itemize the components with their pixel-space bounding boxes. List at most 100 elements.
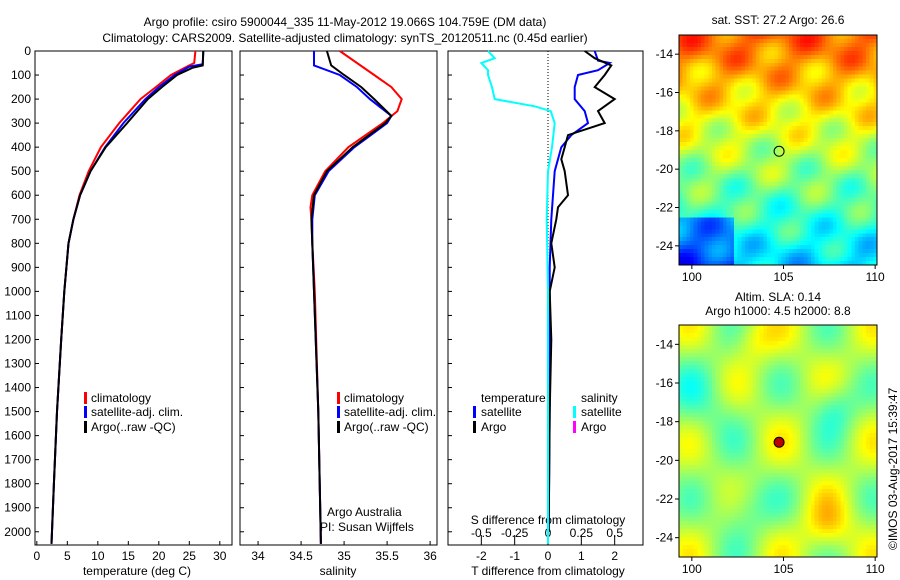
- s-x-tick-label: 0.25: [570, 526, 594, 540]
- y-tick-label: 1900: [4, 501, 31, 515]
- map-y-tick-label: -20: [656, 162, 674, 176]
- y-tick-label: 200: [11, 92, 31, 106]
- series-line-argo-raw-qc-: [50, 50, 205, 544]
- x-tick-label: 0: [33, 549, 40, 563]
- x-tick-label: -1: [509, 549, 520, 563]
- legend-swatch-t-satellite: [473, 406, 476, 418]
- map-x-tick-label: 110: [866, 562, 885, 576]
- legend-climatology: climatology: [91, 391, 151, 405]
- legend-swatch-s-satellite: [573, 406, 576, 418]
- panel-frame-differences: [447, 50, 644, 546]
- x-tick-label: 35.5: [375, 549, 399, 563]
- y-tick-label: 600: [11, 188, 31, 202]
- sst-map-image: [679, 35, 877, 265]
- s-x-tick-label: -0.25: [501, 526, 529, 540]
- y-tick-label: 1600: [4, 429, 31, 443]
- legend-swatch-argo: [84, 421, 87, 433]
- panel-frame-salinity: [239, 50, 438, 546]
- y-tick-label: 0: [24, 44, 31, 58]
- map-y-tick-label: -22: [656, 492, 674, 506]
- legend-argo: Argo(..raw -QC): [91, 420, 176, 434]
- sst-map-title: sat. SST: 27.2 Argo: 26.6: [712, 13, 845, 27]
- annotation-argo-australia: Argo Australia: [327, 505, 402, 519]
- y-tick-label: 500: [11, 164, 31, 178]
- argo-float-marker: [773, 145, 785, 157]
- x-tick-label: 20: [152, 549, 166, 563]
- legend-swatch-t-argo: [473, 421, 476, 433]
- sla-map-subtitle: Argo h1000: 4.5 h2000: 8.8: [705, 304, 851, 318]
- legend-climatology: climatology: [344, 391, 404, 405]
- y-tick-label: 1500: [4, 405, 31, 419]
- map-x-tick-label: 110: [866, 270, 885, 284]
- y-tick-label: 1300: [4, 357, 31, 371]
- legend-s-satellite: satellite: [581, 405, 622, 419]
- map-y-tick-label: -16: [656, 376, 674, 390]
- legend-satellite: satellite-adj. clim.: [91, 405, 183, 419]
- legend-temperature: temperature: [481, 391, 546, 405]
- map-x-tick-label: 100: [682, 270, 702, 284]
- map-y-tick-label: -24: [656, 531, 674, 545]
- x-tick-label: 0: [545, 549, 552, 563]
- map-y-tick-label: -18: [656, 415, 674, 429]
- x-tick-label: 36: [423, 549, 437, 563]
- x-tick-label: 34: [251, 549, 265, 563]
- map-y-tick-label: -22: [656, 201, 674, 215]
- annotation-pi: PI: Susan Wijffels: [320, 520, 414, 534]
- legend-swatch-climatology: [84, 392, 87, 404]
- x-tick-label: 34.5: [289, 549, 313, 563]
- tdiff-xlabel: T difference from climatology: [471, 564, 625, 578]
- map-y-tick-label: -20: [656, 453, 674, 467]
- y-tick-label: 700: [11, 212, 31, 226]
- legend-s-argo: Argo: [581, 420, 607, 434]
- s-x-tick-label: -0.5: [471, 526, 492, 540]
- legend-swatch-satellite: [84, 406, 87, 418]
- map-x-tick-label: 100: [682, 562, 702, 576]
- y-tick-label: 900: [11, 260, 31, 274]
- y-tick-label: 2000: [4, 525, 31, 539]
- series-line-satellite-adj-clim-: [50, 50, 205, 544]
- map-x-tick-label: 105: [773, 270, 793, 284]
- map-y-tick-label: -24: [656, 239, 674, 253]
- x-tick-label: -2: [476, 549, 487, 563]
- y-tick-label: 1800: [4, 477, 31, 491]
- temp-legend: climatology satellite-adj. clim. Argo(..…: [84, 391, 183, 434]
- x-tick-label: 25: [183, 549, 197, 563]
- sal-legend: climatology satellite-adj. clim. Argo(..…: [320, 391, 436, 534]
- x-tick-label: 15: [122, 549, 136, 563]
- sla-map-title: Altim. SLA: 0.14: [735, 290, 821, 304]
- series-line-t-argo: [547, 50, 617, 532]
- series-line-argo-raw-qc-: [310, 50, 393, 544]
- sal-xlabel: salinity: [320, 564, 357, 578]
- y-tick-label: 1200: [4, 332, 31, 346]
- sst-map-frame: [678, 34, 878, 266]
- legend-swatch-satellite: [337, 406, 340, 418]
- series-line-climatology: [50, 50, 197, 544]
- x-tick-label: 30: [213, 549, 227, 563]
- panel-frame-temperature: [34, 50, 233, 546]
- series-line-s-satellite: [479, 50, 556, 544]
- y-tick-label: 1100: [5, 308, 31, 322]
- map-y-tick-label: -16: [656, 86, 674, 100]
- map-y-tick-label: -14: [656, 47, 674, 61]
- map-y-tick-label: -18: [656, 124, 674, 138]
- x-tick-label: 5: [64, 549, 71, 563]
- legend-t-argo: Argo: [481, 420, 507, 434]
- x-tick-label: 10: [91, 549, 105, 563]
- title-line1: Argo profile: csiro 5900044_335 11-May-2…: [144, 15, 547, 29]
- y-tick-label: 800: [11, 236, 31, 250]
- title-line2: Climatology: CARS2009. Satellite-adjuste…: [102, 31, 587, 45]
- legend-salinity: salinity: [581, 391, 618, 405]
- argo-float-marker: [773, 436, 785, 448]
- map-y-tick-label: -14: [656, 337, 674, 351]
- temp-xlabel: temperature (deg C): [83, 564, 191, 578]
- series-line-climatology: [309, 50, 403, 544]
- y-tick-label: 1400: [4, 381, 31, 395]
- x-tick-label: 35: [337, 549, 351, 563]
- diff-legend: temperature satellite Argo salinity sate…: [473, 391, 622, 434]
- legend-argo: Argo(..raw -QC): [344, 420, 429, 434]
- y-tick-label: 1700: [4, 453, 31, 467]
- series-line-t-satellite: [547, 50, 613, 532]
- y-tick-label: 400: [11, 140, 31, 154]
